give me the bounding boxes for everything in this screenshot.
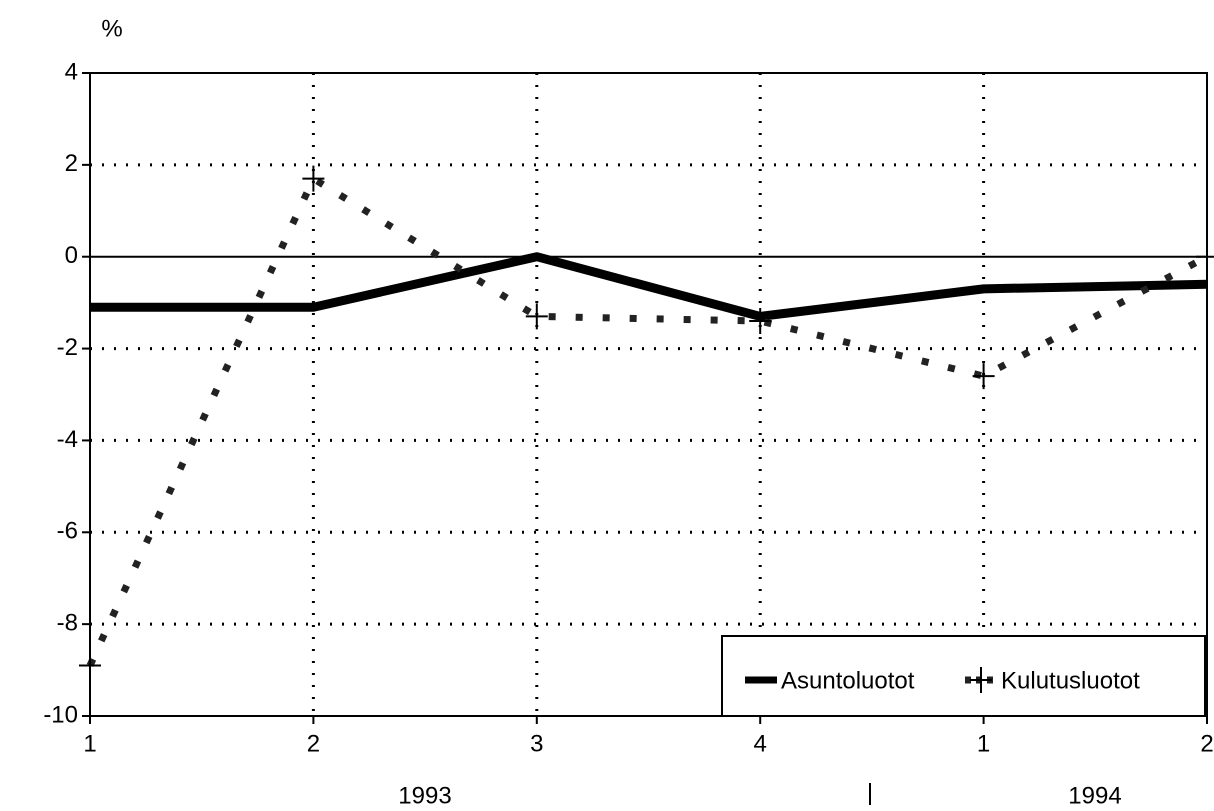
y-tick-label: 4 <box>65 58 78 85</box>
x-tick-label: 3 <box>530 730 543 757</box>
y-tick-label: -10 <box>43 701 78 728</box>
x-tick-label: 2 <box>1200 730 1213 757</box>
y-axis-label: % <box>101 15 122 42</box>
plot-frame <box>89 72 1208 717</box>
series-line <box>86 175 1209 667</box>
y-tick-label: -6 <box>57 518 78 545</box>
y-tick-label: -8 <box>57 609 78 636</box>
point-marker <box>749 308 772 335</box>
point-marker <box>1196 243 1214 270</box>
y-tick-label: 2 <box>65 150 78 177</box>
series-line <box>90 252 1208 321</box>
point-marker <box>79 652 101 679</box>
y-tick-label: -2 <box>57 334 78 361</box>
x-tick-label: 1 <box>977 730 990 757</box>
x-group-label: 1994 <box>1068 782 1121 809</box>
x-group-label: 1993 <box>398 782 451 809</box>
y-tick-label: 0 <box>65 242 78 269</box>
x-tick-label: 1 <box>83 730 96 757</box>
point-marker <box>302 165 325 192</box>
y-tick-label: -4 <box>57 426 78 453</box>
legend-label: Kulutusluotot <box>1001 667 1140 694</box>
point-marker <box>525 303 548 330</box>
point-marker <box>972 363 995 390</box>
x-tick-label: 2 <box>307 730 320 757</box>
legend-box <box>721 635 1206 717</box>
legend-label: Asuntoluotot <box>781 667 915 694</box>
x-tick-label: 4 <box>754 730 767 757</box>
legend-marker <box>970 667 992 693</box>
